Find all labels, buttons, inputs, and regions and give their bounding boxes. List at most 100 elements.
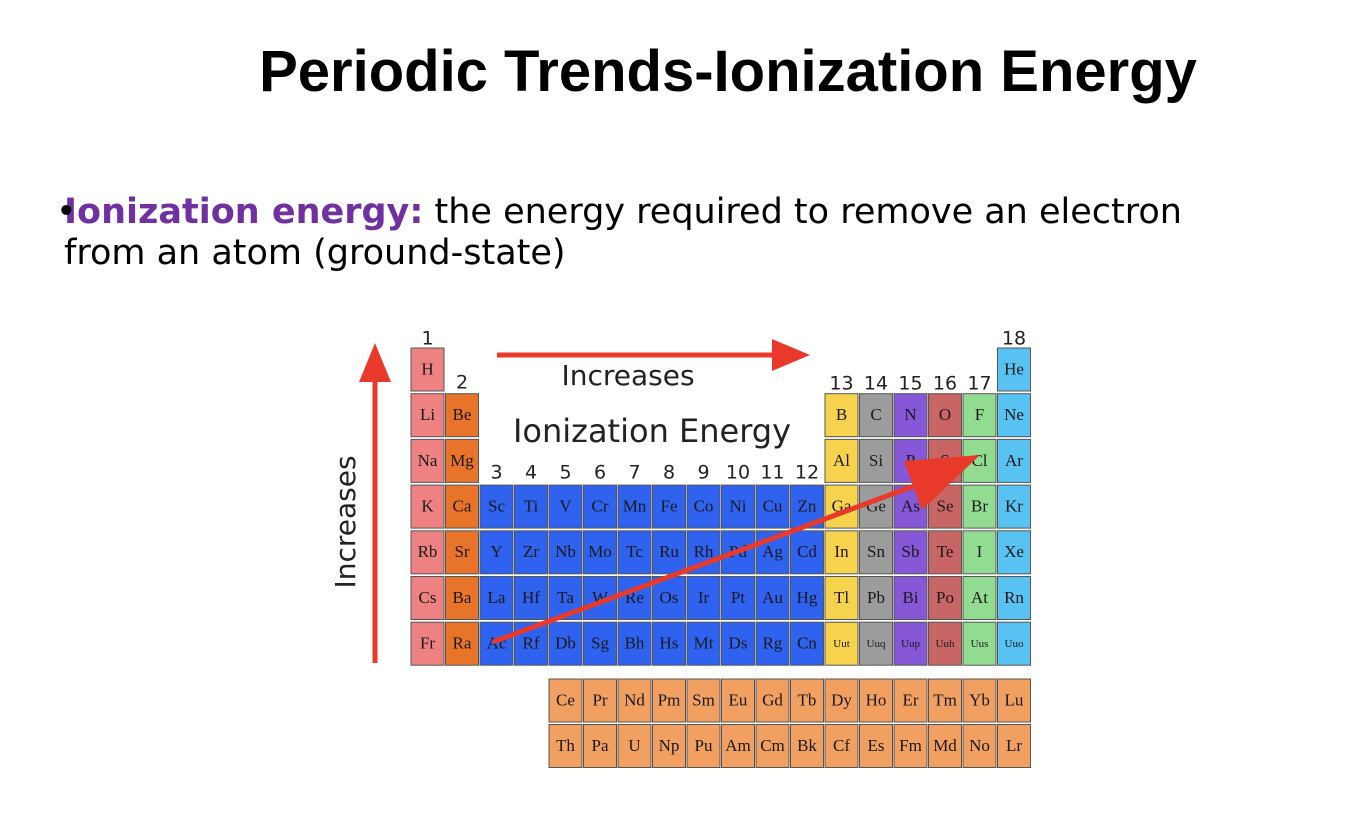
element-symbol: No [969, 736, 990, 755]
top-label: Increases [561, 359, 694, 392]
element-cell [445, 438, 479, 483]
element-cell [445, 530, 479, 575]
element-symbol: N [904, 405, 916, 424]
element-cell [997, 678, 1031, 723]
arrow-head [359, 343, 391, 382]
bullet-term: Ionization energy: [64, 192, 424, 232]
group-number: 3 [490, 462, 502, 484]
element-symbol: O [939, 405, 951, 424]
element-cell [652, 678, 686, 723]
element-cell [962, 393, 997, 438]
element-symbol: Gd [762, 690, 783, 709]
element-symbol: Y [490, 542, 502, 561]
element-cell [997, 484, 1031, 529]
element-cell [479, 484, 514, 529]
element-symbol: Tm [933, 690, 957, 709]
element-cell [686, 678, 721, 723]
element-symbol: Ce [556, 690, 575, 709]
element-cell [721, 576, 755, 620]
element-symbol: Rb [418, 542, 438, 561]
element-symbol: Ru [659, 542, 679, 561]
element-symbol: Uut [833, 638, 850, 650]
element-cell [790, 724, 824, 768]
element-symbol: Zn [798, 497, 817, 516]
element-cell [652, 576, 686, 620]
element-cell [859, 530, 893, 575]
element-cell [617, 621, 652, 666]
element-symbol: Sg [591, 634, 609, 653]
element-symbol: La [488, 588, 506, 607]
element-cell [997, 347, 1031, 392]
element-symbol: Co [694, 497, 714, 516]
element-symbol: Rf [523, 634, 540, 653]
element-cell [893, 621, 928, 666]
element-cell [548, 621, 583, 666]
element-cell [962, 484, 997, 529]
element-symbol: V [559, 497, 572, 516]
element-symbol: Lu [1005, 690, 1024, 709]
group-number: 17 [967, 373, 991, 395]
element-symbol: Li [420, 405, 435, 424]
cells: HHeLiBeBCNOFNeNaMgAlSiPSClArKCaScTiVCrMn… [410, 347, 1031, 768]
element-cell [445, 576, 479, 620]
element-cell [583, 530, 617, 575]
diagonal-arrow [492, 477, 931, 645]
element-cell [962, 724, 997, 768]
element-symbol: Cn [797, 634, 817, 653]
element-symbol: U [628, 736, 640, 755]
element-symbol: Lr [1006, 736, 1022, 755]
element-symbol: Uup [901, 638, 920, 650]
element-symbol: Au [762, 588, 783, 607]
group-number: 7 [628, 462, 640, 484]
element-symbol: Al [833, 451, 850, 470]
element-symbol: Yb [969, 690, 990, 709]
element-symbol: Fm [899, 736, 922, 755]
element-symbol: At [971, 588, 988, 607]
element-symbol: H [421, 359, 433, 378]
element-cell [997, 621, 1031, 666]
element-symbol: Fe [661, 497, 678, 516]
arrow-head [772, 339, 810, 371]
group-number: 5 [559, 462, 571, 484]
element-cell [755, 678, 790, 723]
element-cell [721, 484, 755, 529]
group-number: 4 [525, 462, 537, 484]
element-cell [928, 678, 962, 723]
element-symbol: Tb [798, 690, 817, 709]
element-cell [583, 724, 617, 768]
element-symbol: P [906, 451, 915, 470]
group-number: 14 [864, 373, 888, 395]
element-symbol: Cd [797, 542, 817, 561]
element-symbol: Ra [453, 634, 472, 653]
element-cell [686, 724, 721, 768]
element-cell [617, 484, 652, 529]
element-cell [617, 724, 652, 768]
element-cell [824, 530, 859, 575]
element-cell [410, 530, 445, 575]
element-cell [755, 484, 790, 529]
element-symbol: Mg [450, 451, 474, 470]
element-symbol: Am [725, 736, 751, 755]
group-number: 6 [594, 462, 606, 484]
element-cell [824, 621, 859, 666]
element-cell [445, 621, 479, 666]
element-symbol: Tc [626, 542, 643, 561]
element-symbol: Hg [797, 588, 818, 607]
element-symbol: In [834, 542, 849, 561]
element-symbol: Rg [763, 634, 783, 653]
element-cell [893, 530, 928, 575]
center-label: Ionization Energy [513, 412, 791, 450]
element-cell [824, 724, 859, 768]
element-symbol: Uuh [936, 638, 955, 650]
element-cell [997, 724, 1031, 768]
element-symbol: Rn [1004, 588, 1024, 607]
element-cell [583, 678, 617, 723]
element-cell [479, 576, 514, 620]
element-symbol: Se [937, 497, 954, 516]
element-cell [859, 678, 893, 723]
element-symbol: Si [869, 451, 883, 470]
group-number: 8 [663, 462, 675, 484]
element-symbol: Cm [760, 736, 785, 755]
element-symbol: Rh [694, 542, 714, 561]
